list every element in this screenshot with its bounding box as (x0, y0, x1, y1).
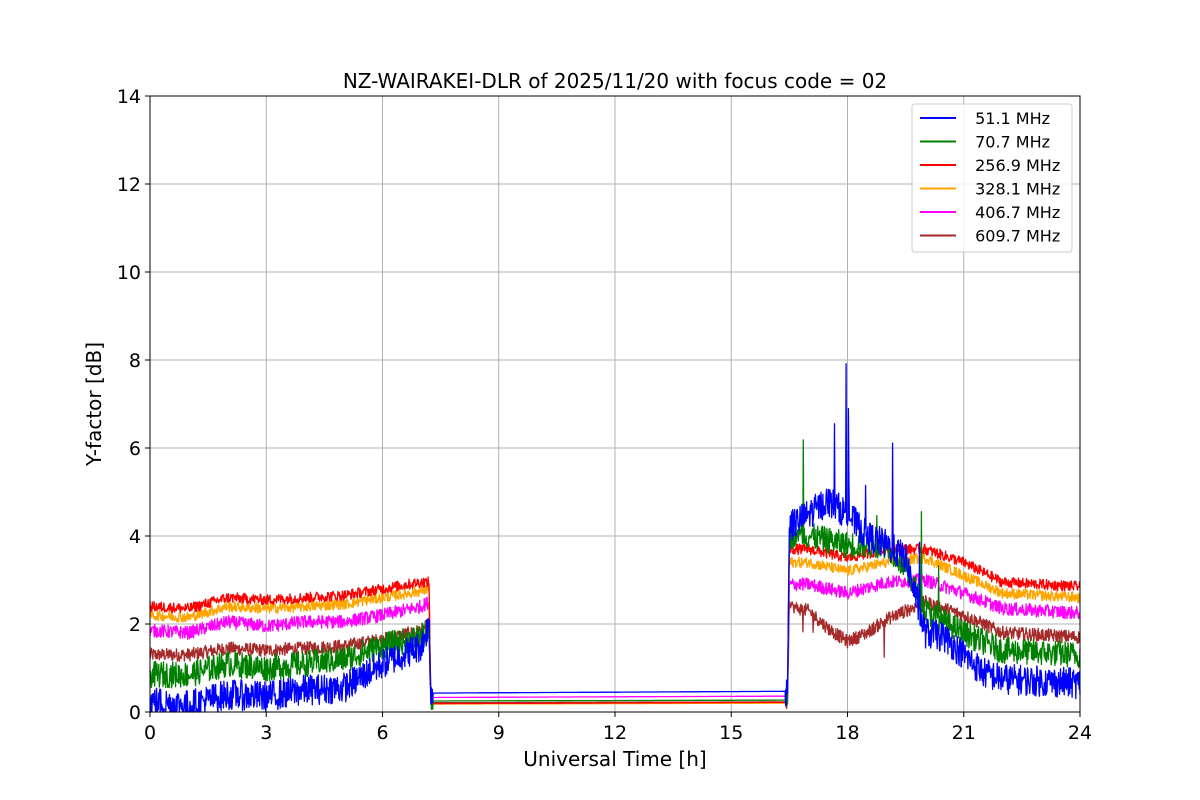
y-tick-label: 14 (117, 86, 141, 108)
series-line (149, 543, 1081, 706)
y-axis-label: Y-factor [dB] (82, 342, 106, 467)
legend: 51.1 MHz 70.7 MHz 256.9 MHz 328.1 MHz 40… (911, 103, 1073, 253)
x-tick-label: 15 (719, 722, 743, 744)
x-tick-label: 24 (1068, 722, 1092, 744)
legend-entry: 256.9 MHz (970, 156, 1060, 175)
series-line (149, 439, 1081, 710)
x-axis-label: Universal Time [h] (523, 747, 706, 771)
legend-entry: 70.7 MHz (970, 133, 1050, 152)
y-tick-label: 4 (129, 526, 141, 548)
y-tick-label: 12 (117, 174, 141, 196)
y-tick-label: 6 (129, 438, 141, 460)
legend-entry: 609.7 MHz (970, 227, 1060, 246)
series-line (149, 573, 1081, 705)
y-tick-label: 2 (129, 614, 141, 636)
x-tick-label: 9 (493, 722, 505, 744)
legend-entry: 328.1 MHz (970, 180, 1060, 199)
x-tick-label: 18 (835, 722, 859, 744)
x-tick-label: 3 (260, 722, 272, 744)
chart-title: NZ-WAIRAKEI-DLR of 2025/11/20 with focus… (343, 69, 887, 93)
x-tick-label: 6 (376, 722, 388, 744)
series-layer (149, 363, 1081, 713)
x-tick-label: 0 (144, 722, 156, 744)
y-tick-label: 8 (129, 350, 141, 372)
series-line (149, 363, 1081, 713)
y-tick-label: 10 (117, 262, 141, 284)
x-tick-label: 12 (603, 722, 627, 744)
x-tick-label: 21 (952, 722, 976, 744)
series-line (149, 595, 1081, 710)
y-tick-label: 0 (129, 702, 141, 724)
legend-entry: 406.7 MHz (970, 203, 1060, 222)
legend-entry: 51.1 MHz (970, 109, 1050, 128)
